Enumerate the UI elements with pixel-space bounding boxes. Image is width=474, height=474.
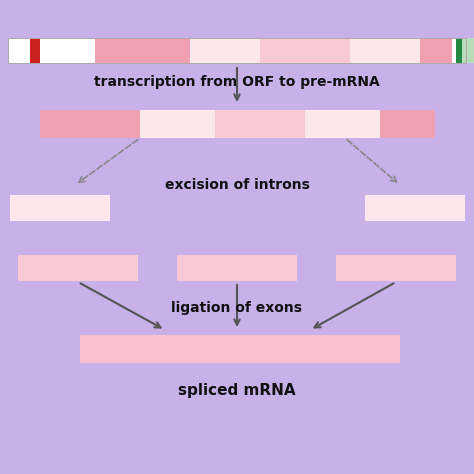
Text: excision of introns: excision of introns: [164, 178, 310, 192]
Text: transcription from ORF to pre-mRNA: transcription from ORF to pre-mRNA: [94, 75, 380, 89]
Bar: [456, 38, 462, 63]
Bar: [380, 110, 435, 138]
Bar: [365, 195, 465, 221]
Text: spliced mRNA: spliced mRNA: [178, 383, 296, 398]
Bar: [18, 255, 138, 281]
Bar: [140, 110, 215, 138]
Bar: [350, 38, 420, 63]
Bar: [8, 38, 30, 63]
Bar: [95, 38, 190, 63]
Bar: [177, 255, 297, 281]
Bar: [215, 110, 305, 138]
Bar: [40, 110, 140, 138]
Bar: [452, 38, 456, 63]
Bar: [190, 38, 260, 63]
Bar: [260, 38, 350, 63]
Bar: [40, 38, 95, 63]
Bar: [336, 255, 456, 281]
Bar: [420, 38, 452, 63]
Bar: [30, 38, 40, 63]
Bar: [80, 335, 400, 363]
Bar: [40, 110, 435, 138]
Bar: [462, 38, 474, 63]
Bar: [8, 38, 466, 63]
Bar: [305, 110, 380, 138]
Text: ligation of exons: ligation of exons: [172, 301, 302, 315]
Bar: [10, 195, 110, 221]
Bar: [8, 38, 466, 63]
